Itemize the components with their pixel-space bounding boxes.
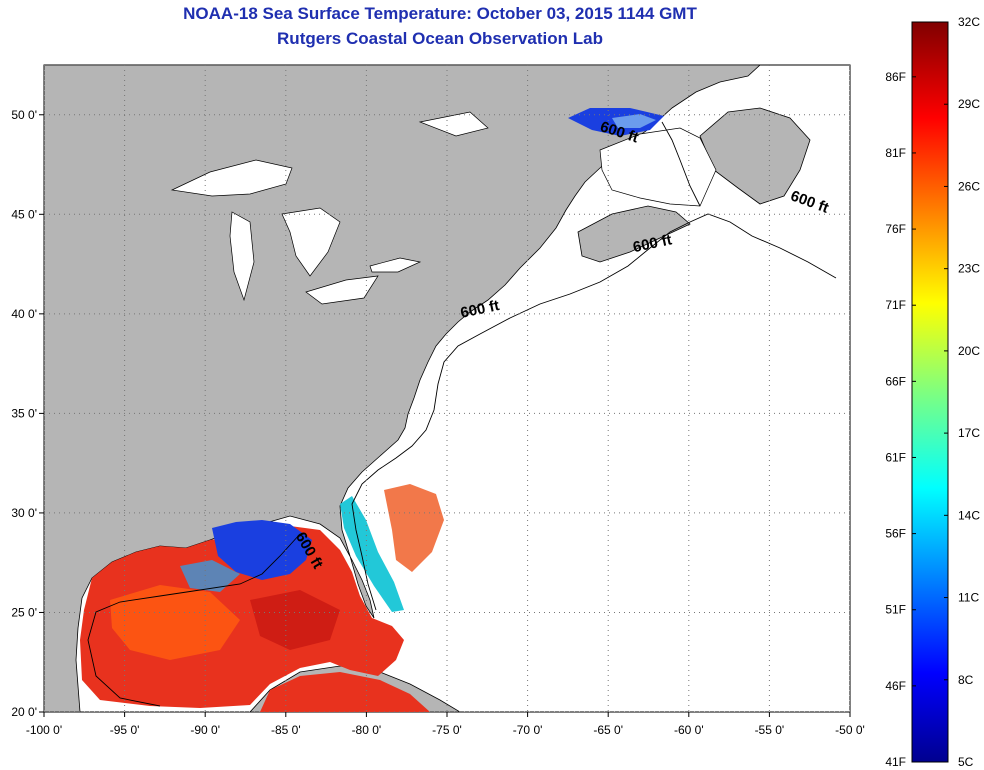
colorbar xyxy=(911,21,949,763)
longitude-axis: -100 0' -95 0' -90 0' -85 0' -80 0' -75 0' -70… xyxy=(26,712,865,737)
maritimes-land xyxy=(577,205,691,263)
colorbar-fahrenheit-label: 51F xyxy=(885,603,906,617)
newfoundland-land xyxy=(699,107,811,205)
colorbar-fahrenheit-label: 81F xyxy=(885,146,906,160)
lon-tick-label: -90 0' xyxy=(190,723,220,737)
st-lawrence-sst-light xyxy=(612,114,656,128)
colorbar-celsius-label: 23C xyxy=(958,262,980,276)
lat-tick-label: 30 0' xyxy=(11,506,37,520)
colorbar-celsius-label: 8C xyxy=(958,673,974,687)
great-lakes xyxy=(170,111,489,305)
lon-tick-label: -55 0' xyxy=(755,723,785,737)
colorbar-celsius-label: 32C xyxy=(958,15,980,29)
lat-tick-label: 50 0' xyxy=(11,108,37,122)
lon-tick-label: -100 0' xyxy=(26,723,62,737)
lon-tick-label: -65 0' xyxy=(593,723,623,737)
sst-data-layer xyxy=(80,108,664,712)
gulf-cool-mid xyxy=(180,560,240,592)
lat-tick-label: 20 0' xyxy=(11,705,37,719)
lat-tick-label: 45 0' xyxy=(11,207,37,221)
colorbar-celsius-label: 26C xyxy=(958,179,980,193)
colorbar-fahrenheit-label: 66F xyxy=(885,374,906,388)
gulf-deep-red xyxy=(250,590,340,650)
land-mass xyxy=(44,65,761,712)
colorbar-fahrenheit-label: 46F xyxy=(885,679,906,693)
gulf-of-mexico-sst xyxy=(80,526,404,708)
gulf-stream-sst xyxy=(384,484,444,572)
gulf-warm-pocket xyxy=(110,585,240,660)
caribbean-sst xyxy=(260,672,430,712)
colorbar-labels: 32C 29C 26C 23C 20C 17C 14C 11C 8C 5C 86F 81F 76F 71F… xyxy=(885,15,980,769)
colorbar-celsius-label: 29C xyxy=(958,97,980,111)
map-subtitle: Rutgers Coastal Ocean Observation Lab xyxy=(277,29,603,48)
lon-tick-label: -85 0' xyxy=(271,723,301,737)
lon-tick-label: -70 0' xyxy=(513,723,543,737)
lon-tick-label: -50 0' xyxy=(835,723,865,737)
gulf-cool-nearshore xyxy=(212,520,312,580)
lat-tick-label: 35 0' xyxy=(11,406,37,420)
colorbar-fahrenheit-label: 86F xyxy=(885,70,906,84)
colorbar-celsius-label: 11C xyxy=(958,591,979,605)
depth-contour-600ft xyxy=(87,121,837,707)
lon-tick-label: -95 0' xyxy=(110,723,140,737)
colorbar-fahrenheit-label: 61F xyxy=(885,450,906,464)
colorbar-fahrenheit-label: 76F xyxy=(885,222,906,236)
map-title: NOAA-18 Sea Surface Temperature: October… xyxy=(183,4,697,23)
lat-tick-label: 40 0' xyxy=(11,307,37,321)
colorbar-fahrenheit-label: 41F xyxy=(885,755,906,769)
colorbar-celsius-label: 17C xyxy=(958,426,980,440)
colorbar-fahrenheit-label: 71F xyxy=(885,298,906,312)
lon-tick-label: -75 0' xyxy=(432,723,462,737)
lon-tick-label: -60 0' xyxy=(674,723,704,737)
lon-tick-label: -80 0' xyxy=(352,723,382,737)
colorbar-celsius-label: 14C xyxy=(958,508,980,522)
colorbar-celsius-label: 20C xyxy=(958,344,980,358)
colorbar-celsius-label: 5C xyxy=(958,755,974,769)
colorbar-fahrenheit-label: 56F xyxy=(885,527,906,541)
florida-east-sst xyxy=(340,496,404,612)
lat-tick-label: 25 0' xyxy=(11,605,37,619)
latitude-axis: 20 0' 25 0' 30 0' 35 0' 40 0' 45 0' 50 0' xyxy=(11,108,44,719)
